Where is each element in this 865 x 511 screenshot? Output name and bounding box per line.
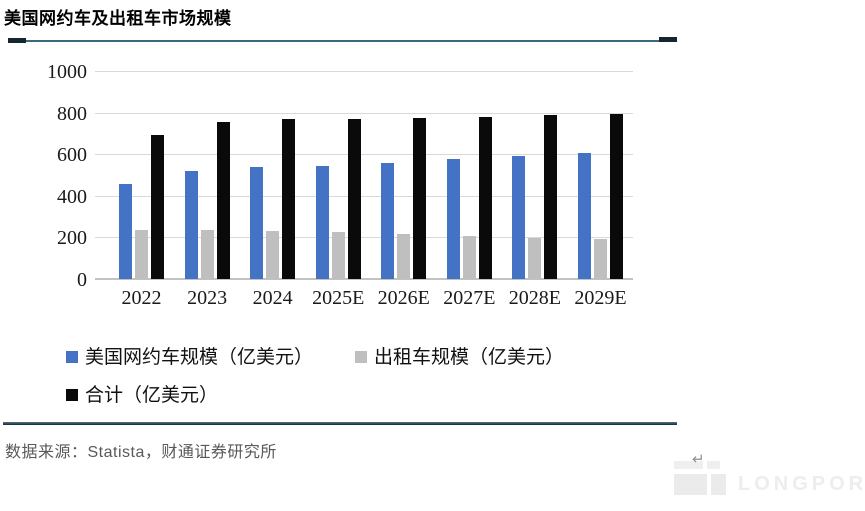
bar-series0-2028E <box>512 156 526 279</box>
data-source-text: 数据来源：Statista，财通证券研究所 <box>5 444 277 461</box>
bar-series1-2027E <box>462 236 476 279</box>
bar-series2-2023 <box>216 121 230 279</box>
x-tick-label-2025E: 2025E <box>312 287 365 309</box>
bar-series2-2027E <box>478 116 492 279</box>
legend-item-series2: 合计（亿美元） <box>66 380 218 407</box>
bar-series1-2026E <box>397 234 411 279</box>
x-tick-label-2029E: 2029E <box>574 287 627 309</box>
bar-series1-2024 <box>266 231 280 279</box>
bar-series0-2025E <box>315 165 329 279</box>
watermark-logo-notch <box>707 474 711 495</box>
bar-series2-2028E <box>544 115 558 279</box>
gridline-0 <box>95 278 633 280</box>
gridline-800 <box>95 112 633 114</box>
bar-series0-2024 <box>250 166 264 279</box>
x-tick-label-2022: 2022 <box>121 287 162 309</box>
bar-series0-2026E <box>381 162 395 279</box>
bar-series2-2026E <box>413 117 427 279</box>
chart-panel-bottom-border <box>3 422 677 425</box>
x-tick-label-2023: 2023 <box>187 287 228 309</box>
legend-label: 出租车规模（亿美元） <box>374 347 565 368</box>
bar-series1-2029E <box>593 239 607 279</box>
bar-series2-2025E <box>347 118 361 279</box>
y-tick-label-400: 400 <box>57 185 87 208</box>
watermark-logo-block <box>674 474 726 495</box>
chart-panel-top-border <box>8 40 677 42</box>
watermark-logo-bar <box>674 461 720 469</box>
gridline-600 <box>95 154 633 156</box>
y-tick-label-0: 0 <box>77 269 87 291</box>
bar-series0-2027E <box>446 159 460 279</box>
y-tick-label-1000: 1000 <box>47 61 87 83</box>
gridline-200 <box>95 237 633 239</box>
watermark-logo-notch <box>703 461 707 469</box>
bar-series0-2023 <box>184 170 198 279</box>
x-tick-label-2027E: 2027E <box>443 287 496 309</box>
bar-series1-2025E <box>331 232 345 279</box>
page-title: 美国网约车及出租车市场规模 <box>4 9 232 28</box>
legend-swatch-icon <box>355 351 367 363</box>
bar-series2-2024 <box>282 118 296 279</box>
legend-swatch-icon <box>66 351 78 363</box>
bar-series0-2022 <box>119 184 132 279</box>
bar-series2-2022 <box>151 135 164 279</box>
y-tick-label-200: 200 <box>57 227 87 250</box>
y-tick-label-800: 800 <box>57 102 87 125</box>
gridline-400 <box>95 195 633 197</box>
legend-item-series0: 美国网约车规模（亿美元） <box>66 342 313 369</box>
legend-label: 合计（亿美元） <box>85 385 219 406</box>
legend-swatch-icon <box>66 389 78 401</box>
bar-series1-2028E <box>528 237 542 279</box>
bar-series2-2029E <box>609 113 623 279</box>
x-tick-label-2028E: 2028E <box>508 287 562 309</box>
chart-panel-top-border-right-cap <box>659 37 677 42</box>
y-tick-label-600: 600 <box>57 144 87 167</box>
chart-panel-top-border-left-cap <box>8 38 26 43</box>
gridline-1000 <box>95 71 633 72</box>
x-tick-label-2024: 2024 <box>252 287 293 309</box>
return-arrow-icon: ↵ <box>692 451 705 468</box>
plot-area <box>95 71 633 280</box>
legend-item-series1: 出租车规模（亿美元） <box>355 342 564 369</box>
legend-label: 美国网约车规模（亿美元） <box>85 347 314 368</box>
x-tick-label-2026E: 2026E <box>377 287 430 309</box>
bar-series1-2022 <box>135 230 148 279</box>
bar-series1-2023 <box>200 230 214 279</box>
bar-series0-2029E <box>577 153 591 279</box>
watermark-brand-text: LONGPORT <box>738 473 865 495</box>
